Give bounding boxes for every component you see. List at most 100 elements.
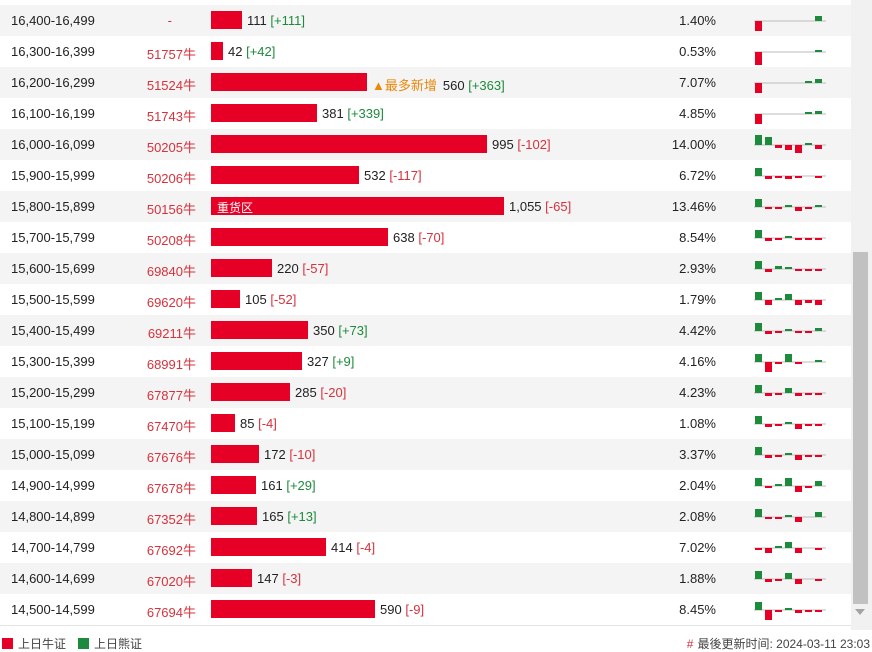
warrant-code[interactable]: 67470牛 xyxy=(146,419,196,434)
warrant-code[interactable]: 51757牛 xyxy=(146,47,196,62)
table-row[interactable]: 16,200-16,299 51524牛 ▲最多新增 560 [+363] 7.07% xyxy=(0,67,851,99)
price-range: 16,000-16,099 xyxy=(11,137,95,152)
percent-share: 8.45% xyxy=(679,602,716,617)
warrant-code[interactable]: 50208牛 xyxy=(146,233,196,248)
sparkline-bar xyxy=(815,328,822,331)
sparkline-bar xyxy=(815,512,822,517)
count-change: [-70] xyxy=(418,230,445,245)
warrant-code[interactable]: 67877牛 xyxy=(146,388,196,403)
sparkline-bar xyxy=(775,207,782,209)
count-change: [-52] xyxy=(270,292,297,307)
count-number: 165 xyxy=(262,509,284,524)
warrant-code-cell: 51743牛 xyxy=(130,98,210,129)
sparkline-bar xyxy=(765,486,772,488)
table-row[interactable]: 16,400-16,499 - 111 [+111] 1.40% xyxy=(0,5,851,37)
count-change: [-9] xyxy=(405,602,425,617)
sparkline-bar xyxy=(775,362,782,364)
warrant-code[interactable]: 50205牛 xyxy=(146,140,196,155)
warrant-code-cell: 67352牛 xyxy=(130,501,210,532)
table-row[interactable]: 16,300-16,399 51757牛 42 [+42] 0.53% xyxy=(0,36,851,68)
warrant-code[interactable]: 69840牛 xyxy=(146,264,196,279)
count-value: 111 [+111] xyxy=(247,13,305,28)
price-range: 14,600-14,699 xyxy=(11,571,95,586)
table-row[interactable]: 15,900-15,999 50206牛 532 [-117] 6.72% xyxy=(0,160,851,192)
sparkline-bar xyxy=(785,515,792,517)
sparkline-chart xyxy=(754,292,826,305)
sparkline-chart xyxy=(754,542,826,553)
table-row[interactable]: 15,300-15,399 68991牛 327 [+9] 4.16% xyxy=(0,346,851,378)
warrant-code[interactable]: 51524牛 xyxy=(146,78,196,93)
sparkline-bar xyxy=(795,393,802,396)
sparkline-bar xyxy=(805,486,812,488)
sparkline-bar xyxy=(795,486,802,492)
sparkline-bar xyxy=(815,16,822,21)
sparkline-bar xyxy=(785,542,792,548)
legend-bear: 上日熊证 xyxy=(78,635,142,652)
sparkline-bar xyxy=(795,145,802,153)
count-bar xyxy=(211,321,308,339)
table-row[interactable]: 15,600-15,699 69840牛 220 [-57] 2.93% xyxy=(0,253,851,285)
warrant-code[interactable]: 67678牛 xyxy=(146,481,196,496)
table-row[interactable]: 14,700-14,799 67692牛 414 [-4] 7.02% xyxy=(0,532,851,564)
warrant-code[interactable]: 67352牛 xyxy=(146,512,196,527)
sparkline-bar xyxy=(765,207,772,209)
legend-bull: 上日牛证 xyxy=(2,635,66,652)
percent-share: 4.42% xyxy=(679,323,716,338)
sparkline-bar xyxy=(765,238,772,241)
warrant-code[interactable]: 67676牛 xyxy=(146,450,196,465)
warrant-code[interactable]: 67692牛 xyxy=(146,543,196,558)
footer: 上日牛证 上日熊证 # 最後更新时间: 2024-03-11 23:03 xyxy=(0,630,872,651)
sparkline-bar xyxy=(795,176,802,178)
table-row[interactable]: 14,900-14,999 67678牛 161 [+29] 2.04% xyxy=(0,470,851,502)
sparkline-bar xyxy=(775,266,782,269)
warrant-code-cell: 67694牛 xyxy=(130,594,210,625)
table-row[interactable]: 14,600-14,699 67020牛 147 [-3] 1.88% xyxy=(0,563,851,595)
table-row[interactable]: 15,200-15,299 67877牛 285 [-20] 4.23% xyxy=(0,377,851,409)
sparkline-bar xyxy=(765,137,772,145)
table-row[interactable]: 16,000-16,099 50205牛 995 [-102] 14.00% xyxy=(0,129,851,161)
price-range: 15,100-15,199 xyxy=(11,416,95,431)
warrant-code[interactable]: 69211牛 xyxy=(147,326,196,341)
percent-share: 4.16% xyxy=(679,354,716,369)
sparkline-bar xyxy=(805,81,812,83)
percent-share: 7.07% xyxy=(679,75,716,90)
scrollbar-thumb[interactable] xyxy=(853,252,868,604)
count-number: 590 xyxy=(380,602,402,617)
sparkline-chart xyxy=(754,199,826,211)
table-row[interactable]: 14,800-14,899 67352牛 165 [+13] 2.08% xyxy=(0,501,851,533)
warrant-code[interactable]: 50206牛 xyxy=(146,171,196,186)
sparkline-bar xyxy=(815,579,822,581)
table-row[interactable]: 15,100-15,199 67470牛 85 [-4] 1.08% xyxy=(0,408,851,440)
warrant-code[interactable]: 51743牛 xyxy=(146,109,196,124)
warrant-code[interactable]: 69620牛 xyxy=(146,295,196,310)
sparkline-bar xyxy=(795,331,802,333)
sparkline-bar xyxy=(785,453,792,455)
count-change: [+42] xyxy=(246,44,276,59)
table-row[interactable]: 14,500-14,599 67694牛 590 [-9] 8.45% xyxy=(0,594,851,626)
scroll-down-arrow-icon[interactable] xyxy=(855,609,865,615)
count-value: 638 [-70] xyxy=(393,230,444,245)
table-row[interactable]: 15,800-15,899 50156牛 重货区 1,055 [-65] 13.46% xyxy=(0,191,851,223)
sparkline-bar xyxy=(785,354,792,362)
table-row[interactable]: 15,000-15,099 67676牛 172 [-10] 3.37% xyxy=(0,439,851,471)
sparkline-bar xyxy=(775,455,782,457)
sparkline-bar xyxy=(785,236,792,238)
percent-share: 2.04% xyxy=(679,478,716,493)
table-row[interactable]: 16,100-16,199 51743牛 381 [+339] 4.85% xyxy=(0,98,851,130)
sparkline-bar xyxy=(755,292,762,300)
count-value: 381 [+339] xyxy=(322,106,384,121)
table-row[interactable]: 15,400-15,499 69211牛 350 [+73] 4.42% xyxy=(0,315,851,347)
table-row[interactable]: 15,700-15,799 50208牛 638 [-70] 8.54% xyxy=(0,222,851,254)
warrant-code[interactable]: 50156牛 xyxy=(146,202,196,217)
sparkline-bar xyxy=(805,207,812,209)
sparkline-bar xyxy=(805,331,812,333)
sparkline-bar xyxy=(805,424,812,426)
sparkline-bar xyxy=(765,579,772,582)
table-row[interactable]: 15,500-15,599 69620牛 105 [-52] 1.79% xyxy=(0,284,851,316)
price-range: 16,100-16,199 xyxy=(11,106,95,121)
warrant-code[interactable]: 67020牛 xyxy=(146,574,196,589)
sparkline-bar xyxy=(805,610,812,612)
warrant-code[interactable]: 67694牛 xyxy=(146,605,196,620)
count-bar xyxy=(211,135,487,153)
warrant-code[interactable]: 68991牛 xyxy=(146,357,196,372)
